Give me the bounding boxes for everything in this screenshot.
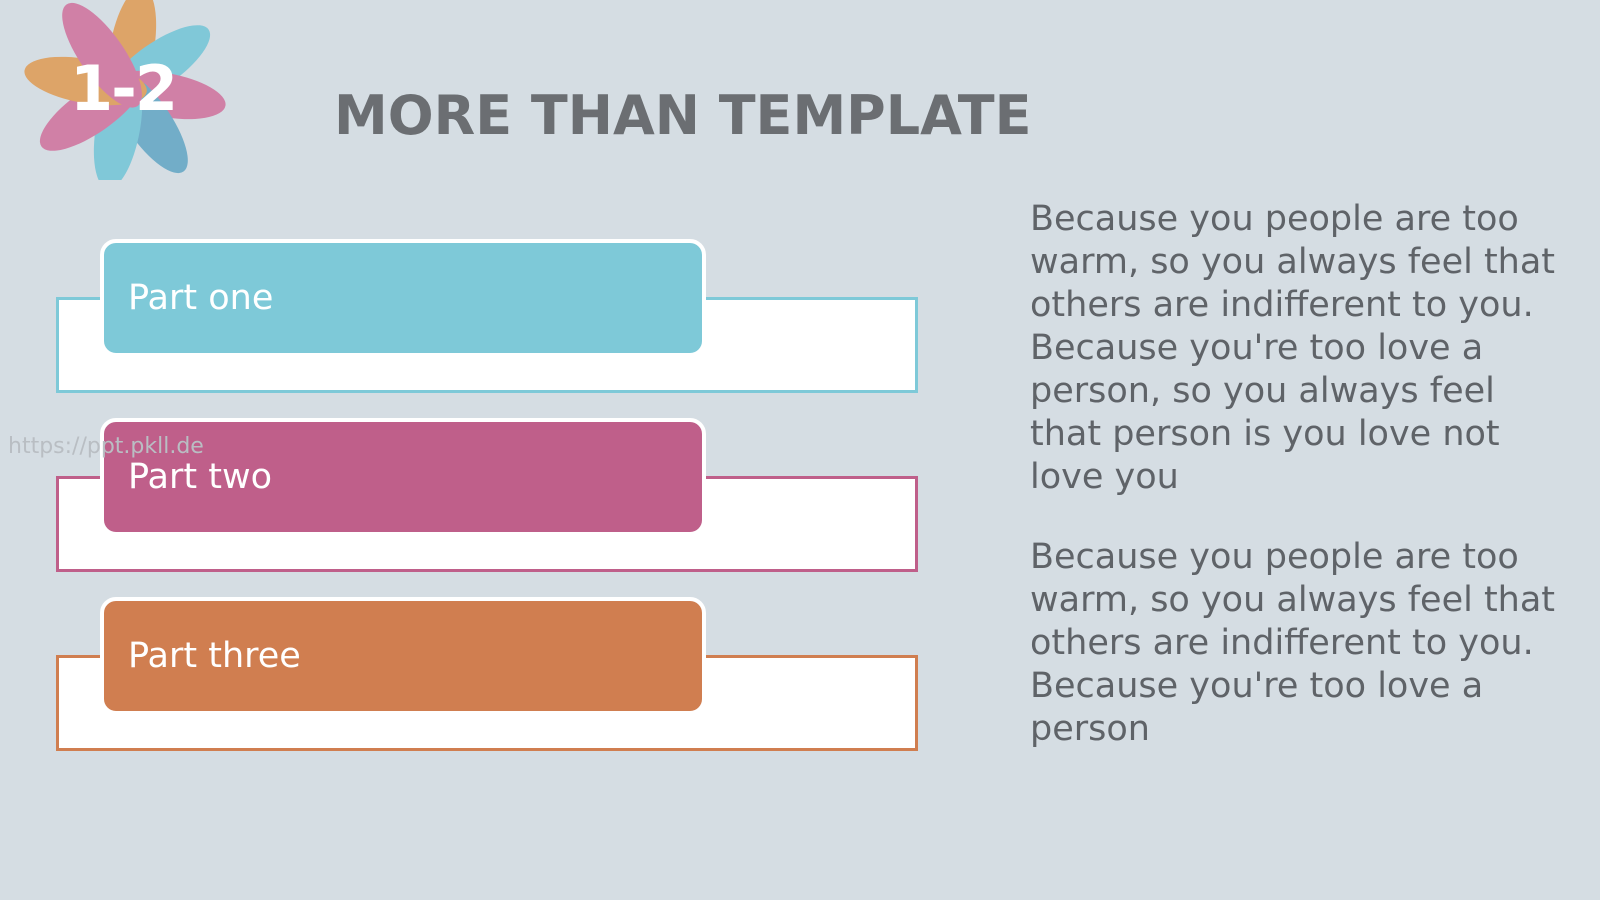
part-label: Part three — [100, 597, 706, 715]
text-column: Because you people are too warm, so you … — [1030, 198, 1560, 788]
title: MORE THAN TEMPLATE — [334, 84, 1032, 147]
watermark: https://ppt.pkll.de — [8, 434, 204, 459]
flower-logo — [24, 0, 226, 180]
badge: 1-2 — [70, 52, 178, 125]
part-label: Part one — [100, 239, 706, 357]
paragraph: Because you people are too warm, so you … — [1030, 537, 1556, 749]
part-label: Part two — [100, 418, 706, 536]
paragraph: Because you people are too warm, so you … — [1030, 199, 1556, 497]
